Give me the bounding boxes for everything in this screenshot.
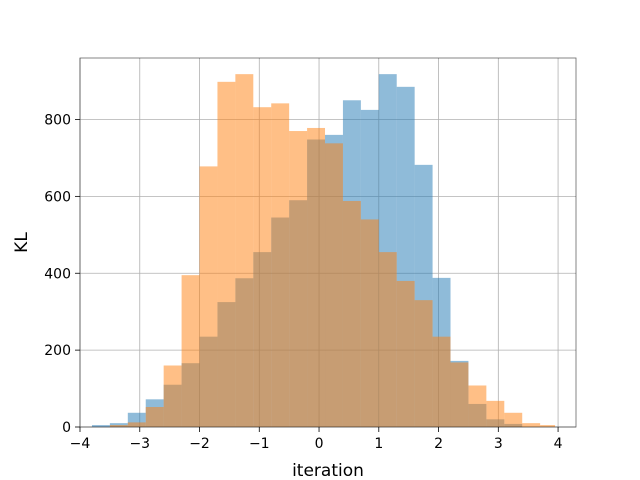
histogram-bar (163, 365, 182, 427)
histogram-bar (432, 336, 451, 427)
histogram-bar (199, 166, 218, 428)
histogram-bar (378, 252, 397, 427)
x-tick-label: 0 (315, 436, 324, 452)
histogram-bar (271, 103, 290, 427)
histogram-bar (91, 425, 110, 427)
x-tick-label: −2 (189, 436, 210, 452)
histogram-bar (522, 423, 541, 427)
histogram-bar (540, 425, 556, 427)
y-tick-label: 800 (44, 113, 71, 129)
x-tick-label: −4 (70, 436, 91, 452)
histogram-bar (235, 74, 254, 428)
histogram-bar (486, 400, 505, 427)
x-tick-label: −3 (129, 436, 150, 452)
histogram-bar (396, 280, 415, 427)
histogram-bar (253, 107, 272, 427)
x-tick-label: 3 (494, 436, 503, 452)
histogram-bar (145, 407, 164, 427)
histogram-bar (414, 300, 433, 427)
histogram-bar (307, 127, 326, 428)
histogram-bar (468, 385, 487, 427)
histogram-bar (217, 81, 236, 428)
series-2 (109, 74, 556, 428)
y-tick-label: 0 (62, 420, 71, 436)
histogram-bar (342, 200, 361, 427)
y-axis-label: KL (12, 232, 32, 253)
x-tick-label: 4 (554, 436, 563, 452)
y-tick-label: 200 (44, 343, 71, 359)
histogram-bar (360, 219, 379, 427)
histogram-bar (289, 131, 308, 427)
plot-frame (79, 57, 577, 428)
x-tick-label: 2 (434, 436, 443, 452)
bars (91, 74, 556, 428)
y-tick-label: 400 (44, 266, 71, 282)
histogram-bar (181, 275, 200, 427)
y-tick-label: 600 (44, 189, 71, 205)
histogram-bar (450, 362, 469, 427)
ticks: −4 −3 −2 −1 0 1 2 3 4 0 200 400 600 800 (44, 113, 562, 453)
x-tick-label: 1 (374, 436, 383, 452)
x-axis-label: iteration (292, 461, 364, 480)
histogram-bar (325, 143, 343, 428)
x-tick-label: −1 (249, 436, 270, 452)
histogram-bar (109, 425, 128, 427)
histogram-bar (127, 422, 146, 427)
histogram-bar (504, 412, 523, 427)
